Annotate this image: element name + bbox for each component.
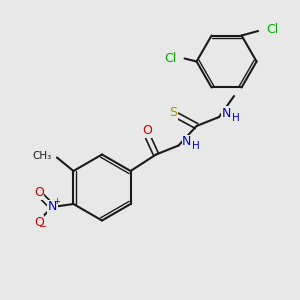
Text: O: O <box>34 215 44 229</box>
Text: N: N <box>48 200 57 214</box>
Text: S: S <box>169 106 178 119</box>
Text: H: H <box>192 140 200 151</box>
Text: O: O <box>142 124 152 137</box>
Text: CH₃: CH₃ <box>32 151 52 161</box>
Text: N: N <box>182 135 192 148</box>
Text: N: N <box>222 107 232 120</box>
Text: −: − <box>39 222 47 232</box>
Text: O: O <box>34 186 44 200</box>
Text: +: + <box>53 197 60 206</box>
Text: H: H <box>232 112 240 123</box>
Text: Cl: Cl <box>164 52 176 65</box>
Text: Cl: Cl <box>266 23 279 36</box>
